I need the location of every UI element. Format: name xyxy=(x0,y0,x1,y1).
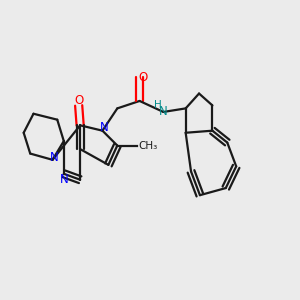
Text: N: N xyxy=(100,121,108,134)
Text: H: H xyxy=(154,100,161,110)
Text: N: N xyxy=(159,106,168,118)
Text: O: O xyxy=(74,94,83,107)
Text: CH₃: CH₃ xyxy=(138,140,158,151)
Text: N: N xyxy=(50,151,58,164)
Text: N: N xyxy=(59,172,68,186)
Text: O: O xyxy=(139,71,148,84)
